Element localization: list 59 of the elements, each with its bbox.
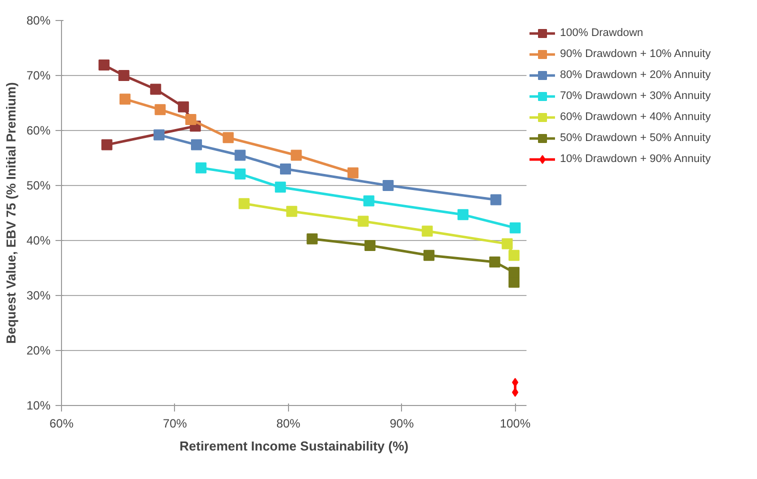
x-tick-label: 70% — [162, 416, 188, 430]
x-tick-label: 60% — [49, 416, 74, 430]
point — [286, 206, 298, 217]
point — [358, 216, 369, 227]
y-tick-label: 70% — [26, 68, 51, 82]
legend-label: 60% Drawdown + 40% Annuity — [560, 110, 711, 124]
point — [347, 167, 358, 178]
y-tick-label: 80% — [26, 14, 51, 28]
y-tick-label: 30% — [26, 288, 51, 302]
point — [489, 256, 500, 268]
point — [490, 194, 502, 206]
point — [423, 250, 434, 261]
point — [508, 250, 520, 261]
point — [185, 114, 196, 125]
x-tick-label: 90% — [390, 416, 414, 430]
point — [154, 104, 166, 116]
legend-label: 90% Drawdown + 10% Annuity — [560, 48, 711, 60]
point — [101, 139, 112, 150]
point — [118, 70, 130, 81]
point — [150, 84, 162, 95]
point — [512, 388, 518, 397]
point — [234, 150, 246, 161]
legend-label: 10% Drawdown + 90% Annuity — [560, 152, 711, 166]
point — [238, 198, 250, 210]
point — [502, 238, 513, 250]
point — [422, 226, 433, 237]
legend-label: 70% Drawdown + 30% Annuity — [560, 90, 711, 102]
point — [363, 195, 374, 206]
point — [290, 150, 302, 161]
point — [222, 132, 234, 144]
point — [364, 240, 376, 251]
point — [512, 378, 518, 387]
point — [120, 94, 131, 105]
legend-label: 100% Drawdown — [560, 26, 644, 40]
x-tick-label: 80% — [276, 416, 301, 430]
point — [154, 129, 165, 140]
y-tick-label: 10% — [26, 398, 51, 412]
y-tick-label: 20% — [26, 344, 51, 358]
x-tick-label: 100% — [500, 416, 531, 430]
point — [508, 276, 520, 288]
legend-label: 50% Drawdown + 50% Annuity — [560, 132, 711, 144]
point — [178, 101, 189, 112]
y-tick-label: 50% — [26, 178, 51, 192]
point — [510, 222, 521, 234]
point — [98, 60, 110, 71]
point — [508, 266, 520, 278]
point — [196, 162, 206, 174]
point — [234, 168, 246, 180]
y-tick-label: 40% — [26, 234, 51, 248]
y-tick-label: 60% — [26, 124, 51, 138]
point — [190, 139, 202, 150]
x-axis-title: Retirement Income Sustainability (%) — [180, 438, 409, 454]
point — [274, 182, 286, 193]
legend-label: 80% Drawdown + 20% Annuity — [560, 68, 711, 82]
point — [306, 233, 318, 244]
y-axis-title: Bequest Value, EBV 75 (% Initial Premium) — [3, 82, 18, 344]
point — [457, 209, 468, 220]
point — [382, 180, 394, 191]
point — [280, 164, 291, 174]
